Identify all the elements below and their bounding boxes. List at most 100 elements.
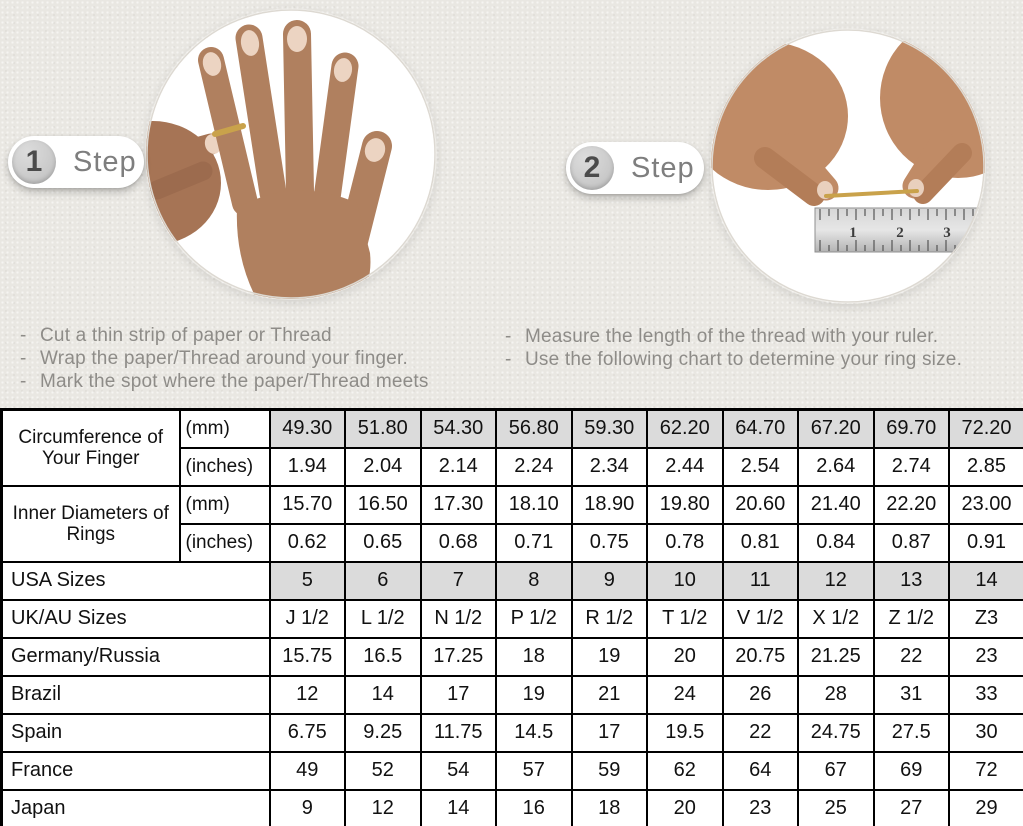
size-value-cell: 49	[268, 750, 346, 791]
size-value-cell: 12	[344, 788, 422, 826]
size-value-cell: 33	[948, 674, 1023, 715]
size-value-cell: 0.91	[948, 522, 1023, 563]
size-value-cell: 22	[872, 636, 950, 677]
helper-hand	[146, 121, 222, 245]
size-value-cell: 2.64	[797, 446, 875, 487]
size-value-cell: Z3	[948, 598, 1023, 639]
size-value-cell: 17.25	[419, 636, 497, 677]
size-value-cell: 19	[495, 674, 573, 715]
size-value-cell: 2.74	[872, 446, 950, 487]
bullet-dash: -	[20, 348, 27, 369]
size-value-cell: 0.68	[419, 522, 497, 563]
size-value-cell: 54.30	[419, 408, 497, 449]
right-hand	[880, 29, 985, 204]
size-value-cell: 11	[721, 560, 799, 601]
instruction-text: Mark the spot where the paper/Thread mee…	[40, 371, 429, 392]
size-value-cell: 17.30	[419, 484, 497, 525]
main-hand-fingers	[198, 20, 392, 268]
row-label: Spain	[0, 712, 271, 753]
size-value-cell: 72.20	[948, 408, 1023, 449]
size-value-cell: T 1/2	[646, 598, 724, 639]
size-value-cell: P 1/2	[495, 598, 573, 639]
size-value-cell: 62.20	[646, 408, 724, 449]
size-value-cell: 0.84	[797, 522, 875, 563]
size-value-cell: 21	[570, 674, 648, 715]
size-value-cell: X 1/2	[797, 598, 875, 639]
size-value-cell: 24	[646, 674, 724, 715]
table-row: Inner Diameters of Rings (mm) 15.70 16.50 17…	[0, 484, 1023, 563]
size-value-cell: 14	[344, 674, 422, 715]
step2-label: Step	[631, 151, 695, 184]
bullet-dash: -	[505, 349, 512, 370]
size-value-cell: 0.75	[570, 522, 648, 563]
size-value-cell: 59	[570, 750, 648, 791]
size-value-cell: V 1/2	[721, 598, 799, 639]
size-value-cell: 14	[419, 788, 497, 826]
size-value-cell: 17	[570, 712, 648, 753]
bullet-dash: -	[20, 371, 27, 392]
size-value-cell: 29	[948, 788, 1023, 826]
row-label: France	[0, 750, 271, 791]
gold-thread-ring	[212, 123, 246, 137]
size-value-cell: 16.50	[344, 484, 422, 525]
size-value-cell: 28	[797, 674, 875, 715]
size-value-cell: 18.10	[495, 484, 573, 525]
size-value-cell: 23	[948, 636, 1023, 677]
step2-photo: 1 2 3	[710, 28, 986, 304]
size-value-cell: 59.30	[570, 408, 648, 449]
instruction-text: Cut a thin strip of paper or Thread	[40, 325, 332, 346]
step1-photo	[145, 8, 437, 300]
size-value-cell: 6.75	[268, 712, 346, 753]
size-value-cell: 11.75	[419, 712, 497, 753]
size-value-cell: 2.24	[495, 446, 573, 487]
row-label: Inner Diameters of Rings	[0, 484, 181, 563]
size-value-cell: 69.70	[872, 408, 950, 449]
instruction-text: Wrap the paper/Thread around your finger…	[40, 348, 409, 369]
size-value-cell: 21.40	[797, 484, 875, 525]
size-value-cell: 2.04	[344, 446, 422, 487]
size-value-cell: 17	[419, 674, 497, 715]
size-value-cell: 25	[797, 788, 875, 826]
row-label: Circumference of Your Finger	[0, 408, 181, 487]
instruction-item: - Cut a thin strip of paper or Thread	[20, 324, 429, 347]
size-value-cell: 49.30	[268, 408, 346, 449]
table-row: France 49 52 54 57 59 62 64 67 69 72	[0, 750, 1023, 791]
unit-label: (mm)	[178, 408, 271, 449]
gold-thread	[824, 189, 919, 198]
svg-text:3: 3	[943, 225, 951, 241]
size-value-cell: 56.80	[495, 408, 573, 449]
size-value-cell: 9	[268, 788, 346, 826]
size-value-cell: 0.71	[495, 522, 573, 563]
row-label: Japan	[0, 788, 271, 826]
size-value-cell: 2.34	[570, 446, 648, 487]
unit-label: (inches)	[178, 446, 271, 487]
ring-size-table: Circumference of Your Finger (mm) 49.30 51.…	[0, 408, 1023, 826]
table-row: Circumference of Your Finger (mm) 49.30 51.…	[0, 408, 1023, 487]
step1-instructions: - Cut a thin strip of paper or Thread - Wra…	[20, 324, 429, 393]
size-value-cell: 20.75	[721, 636, 799, 677]
step1-label: Step	[73, 145, 137, 178]
size-value-cell: 21.25	[797, 636, 875, 677]
svg-text:1: 1	[849, 225, 857, 241]
size-value-cell: 67	[797, 750, 875, 791]
instruction-text: Measure the length of the thread with yo…	[525, 326, 939, 347]
size-value-cell: 24.75	[797, 712, 875, 753]
size-value-cell: 30	[948, 712, 1023, 753]
size-table-body: Circumference of Your Finger (mm) 49.30 51.…	[0, 408, 1023, 826]
size-value-cell: 14	[948, 560, 1023, 601]
table-row: Spain 6.75 9.25 11.75 14.5 17 19.5 22 24.75 27.5 3…	[0, 712, 1023, 753]
size-value-cell: 64	[721, 750, 799, 791]
table-row: Brazil 12 14 17 19 21 24 26 28 31 33	[0, 674, 1023, 715]
size-value-cell: 18	[570, 788, 648, 826]
size-value-cell: 27	[872, 788, 950, 826]
size-value-cell: R 1/2	[570, 598, 648, 639]
size-value-cell: 69	[872, 750, 950, 791]
size-value-cell: 16	[495, 788, 573, 826]
size-value-cell: 19.80	[646, 484, 724, 525]
size-value-cell: 22.20	[872, 484, 950, 525]
size-value-cell: 15.70	[268, 484, 346, 525]
size-value-cell: 2.44	[646, 446, 724, 487]
bullet-dash: -	[20, 325, 27, 346]
svg-text:2: 2	[896, 225, 904, 241]
size-value-cell: 52	[344, 750, 422, 791]
